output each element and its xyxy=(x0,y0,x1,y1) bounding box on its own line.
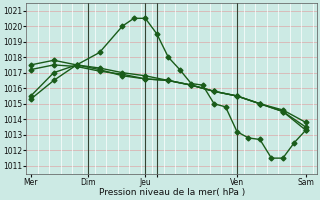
X-axis label: Pression niveau de la mer( hPa ): Pression niveau de la mer( hPa ) xyxy=(99,188,245,197)
